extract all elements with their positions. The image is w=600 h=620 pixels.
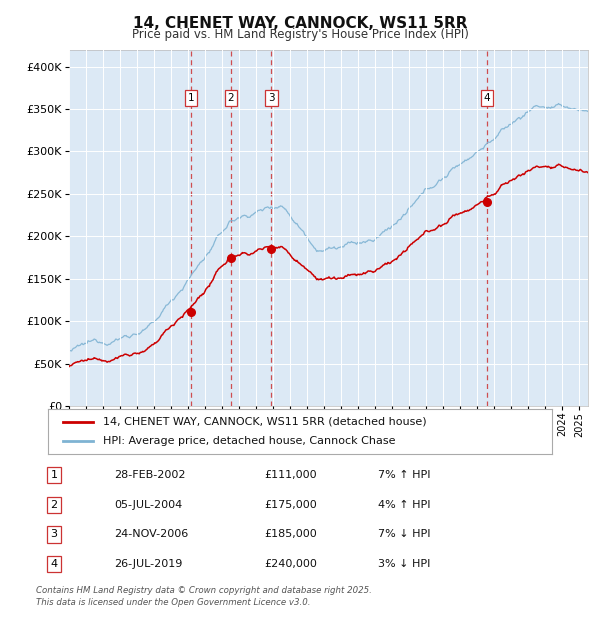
Text: 4: 4 <box>484 93 490 103</box>
Text: 14, CHENET WAY, CANNOCK, WS11 5RR (detached house): 14, CHENET WAY, CANNOCK, WS11 5RR (detac… <box>103 417 427 427</box>
Text: 1: 1 <box>50 470 58 480</box>
Text: 3: 3 <box>50 529 58 539</box>
Text: Contains HM Land Registry data © Crown copyright and database right 2025.
This d: Contains HM Land Registry data © Crown c… <box>36 586 372 607</box>
Text: 05-JUL-2004: 05-JUL-2004 <box>114 500 182 510</box>
Text: 26-JUL-2019: 26-JUL-2019 <box>114 559 182 569</box>
Text: 3: 3 <box>268 93 275 103</box>
Text: 7% ↓ HPI: 7% ↓ HPI <box>378 529 431 539</box>
Text: Price paid vs. HM Land Registry's House Price Index (HPI): Price paid vs. HM Land Registry's House … <box>131 28 469 41</box>
Text: 4% ↑ HPI: 4% ↑ HPI <box>378 500 431 510</box>
Text: 1: 1 <box>188 93 194 103</box>
Text: 7% ↑ HPI: 7% ↑ HPI <box>378 470 431 480</box>
Text: 2: 2 <box>50 500 58 510</box>
Text: 2: 2 <box>227 93 234 103</box>
Text: £175,000: £175,000 <box>264 500 317 510</box>
Text: £111,000: £111,000 <box>264 470 317 480</box>
Text: 3% ↓ HPI: 3% ↓ HPI <box>378 559 430 569</box>
Text: 28-FEB-2002: 28-FEB-2002 <box>114 470 185 480</box>
Text: HPI: Average price, detached house, Cannock Chase: HPI: Average price, detached house, Cann… <box>103 436 396 446</box>
Text: £240,000: £240,000 <box>264 559 317 569</box>
Text: 24-NOV-2006: 24-NOV-2006 <box>114 529 188 539</box>
Text: 4: 4 <box>50 559 58 569</box>
Text: £185,000: £185,000 <box>264 529 317 539</box>
Text: 14, CHENET WAY, CANNOCK, WS11 5RR: 14, CHENET WAY, CANNOCK, WS11 5RR <box>133 16 467 31</box>
